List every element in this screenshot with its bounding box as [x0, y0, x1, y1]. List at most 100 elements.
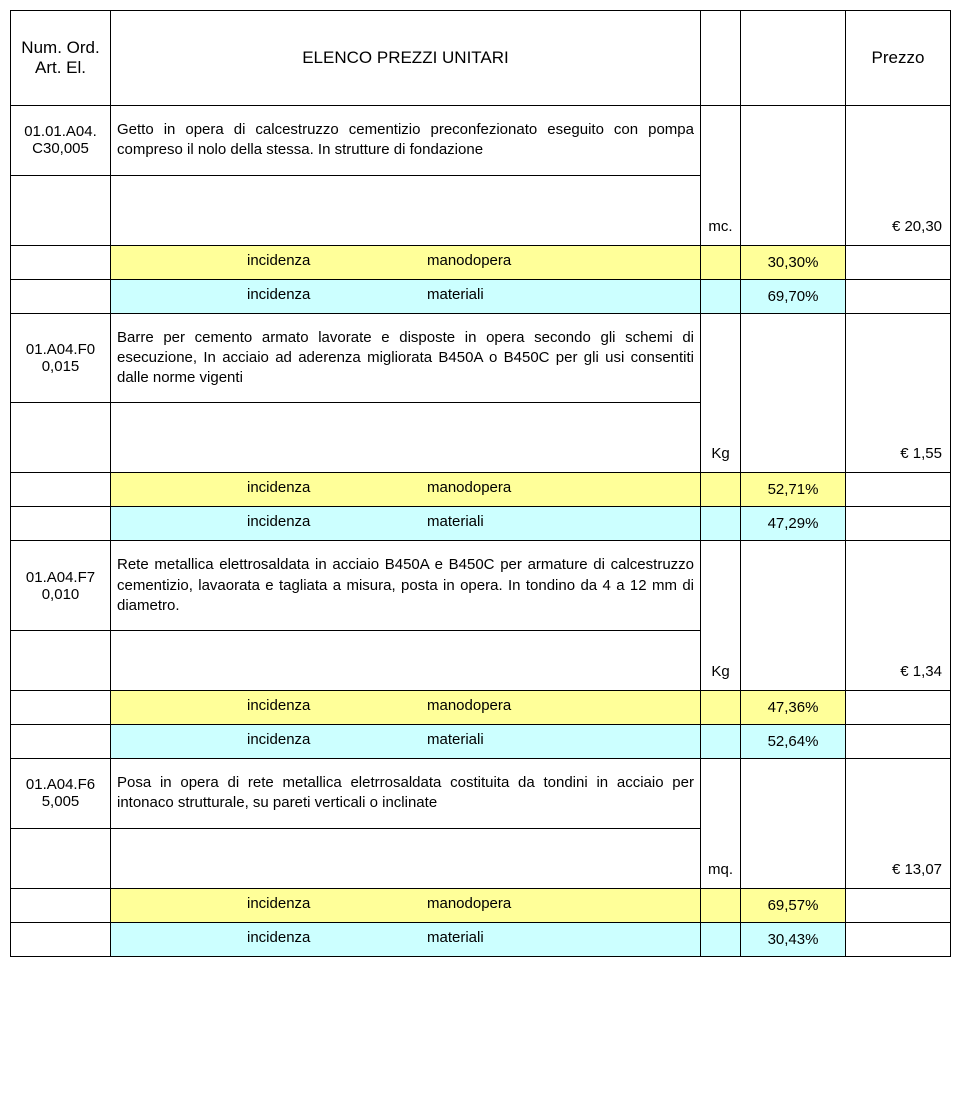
- spacer: [11, 828, 111, 888]
- inc-type: manodopera: [427, 895, 694, 916]
- inc-pct: 52,71%: [741, 473, 846, 507]
- inc-desc: incidenza manodopera: [111, 691, 701, 725]
- incidenza-manodopera-row: incidenza manodopera 69,57%: [11, 888, 951, 922]
- inc-price-blank: [846, 725, 951, 759]
- inc-type: materiali: [427, 286, 694, 307]
- item-unit: mc.: [701, 106, 741, 246]
- inc-unit-blank: [701, 725, 741, 759]
- inc-desc: incidenza materiali: [111, 507, 701, 541]
- item-code: 01.A04.F0 0,015: [11, 313, 111, 403]
- inc-desc: incidenza materiali: [111, 922, 701, 956]
- spacer: [11, 631, 111, 691]
- inc-label: incidenza: [247, 929, 427, 950]
- incidenza-materiali-row: incidenza materiali 52,64%: [11, 725, 951, 759]
- inc-price-blank: [846, 473, 951, 507]
- incidenza-manodopera-row: incidenza manodopera 30,30%: [11, 245, 951, 279]
- item-price: € 13,07: [846, 759, 951, 889]
- inc-price-blank: [846, 691, 951, 725]
- incidenza-materiali-row: incidenza materiali 47,29%: [11, 507, 951, 541]
- item-unit: Kg: [701, 541, 741, 691]
- inc-type: manodopera: [427, 252, 694, 273]
- header-code-line2: Art. El.: [35, 58, 86, 77]
- inc-desc: incidenza manodopera: [111, 245, 701, 279]
- inc-desc: incidenza materiali: [111, 725, 701, 759]
- item-description: Barre per cemento armato lavorate e disp…: [111, 313, 701, 403]
- inc-desc: incidenza materiali: [111, 279, 701, 313]
- inc-type: materiali: [427, 513, 694, 534]
- inc-unit-blank: [701, 279, 741, 313]
- inc-pct: 47,29%: [741, 507, 846, 541]
- inc-pct: 47,36%: [741, 691, 846, 725]
- inc-pct: 69,70%: [741, 279, 846, 313]
- incidenza-manodopera-row: incidenza manodopera 47,36%: [11, 691, 951, 725]
- inc-unit-blank: [701, 507, 741, 541]
- inc-price-blank: [846, 279, 951, 313]
- item-code: 01.A04.F7 0,010: [11, 541, 111, 631]
- header-title: ELENCO PREZZI UNITARI: [111, 11, 701, 106]
- item-pct-blank: [741, 313, 846, 473]
- item-code-line1: 01.A04.F6: [26, 776, 95, 793]
- inc-type: manodopera: [427, 479, 694, 500]
- inc-code-blank: [11, 507, 111, 541]
- inc-unit-blank: [701, 922, 741, 956]
- inc-price-blank: [846, 507, 951, 541]
- header-code: Num. Ord. Art. El.: [11, 11, 111, 106]
- item-description: Posa in opera di rete metallica eletrros…: [111, 759, 701, 829]
- spacer: [11, 403, 111, 473]
- inc-desc: incidenza manodopera: [111, 888, 701, 922]
- price-list-table: Num. Ord. Art. El. ELENCO PREZZI UNITARI…: [10, 10, 951, 957]
- header-unit: [701, 11, 741, 106]
- item-row: 01.A04.F0 0,015 Barre per cemento armato…: [11, 313, 951, 403]
- item-unit: Kg: [701, 313, 741, 473]
- header-code-line1: Num. Ord.: [21, 38, 99, 57]
- inc-label: incidenza: [247, 697, 427, 718]
- inc-pct: 30,30%: [741, 245, 846, 279]
- item-price: € 1,55: [846, 313, 951, 473]
- inc-code-blank: [11, 245, 111, 279]
- inc-code-blank: [11, 691, 111, 725]
- inc-code-blank: [11, 922, 111, 956]
- inc-pct: 69,57%: [741, 888, 846, 922]
- inc-type: materiali: [427, 929, 694, 950]
- incidenza-materiali-row: incidenza materiali 30,43%: [11, 922, 951, 956]
- spacer: [111, 403, 701, 473]
- item-price: € 20,30: [846, 106, 951, 246]
- item-code-line1: 01.A04.F0: [26, 341, 95, 358]
- inc-label: incidenza: [247, 731, 427, 752]
- item-code-line2: C30,005: [32, 140, 89, 157]
- header-price: Prezzo: [846, 11, 951, 106]
- inc-unit-blank: [701, 245, 741, 279]
- spacer: [111, 828, 701, 888]
- item-row: 01.01.A04. C30,005 Getto in opera di cal…: [11, 106, 951, 176]
- inc-price-blank: [846, 922, 951, 956]
- inc-pct: 52,64%: [741, 725, 846, 759]
- inc-code-blank: [11, 473, 111, 507]
- item-code-line1: 01.A04.F7: [26, 569, 95, 586]
- inc-code-blank: [11, 279, 111, 313]
- inc-desc: incidenza manodopera: [111, 473, 701, 507]
- item-pct-blank: [741, 759, 846, 889]
- item-code: 01.A04.F6 5,005: [11, 759, 111, 829]
- inc-pct: 30,43%: [741, 922, 846, 956]
- item-row: 01.A04.F7 0,010 Rete metallica elettrosa…: [11, 541, 951, 631]
- header-row: Num. Ord. Art. El. ELENCO PREZZI UNITARI…: [11, 11, 951, 106]
- item-code-line2: 0,010: [42, 586, 80, 603]
- inc-label: incidenza: [247, 895, 427, 916]
- item-description: Getto in opera di calcestruzzo cementizi…: [111, 106, 701, 176]
- inc-price-blank: [846, 888, 951, 922]
- item-description: Rete metallica elettrosaldata in acciaio…: [111, 541, 701, 631]
- item-price: € 1,34: [846, 541, 951, 691]
- inc-code-blank: [11, 725, 111, 759]
- item-code: 01.01.A04. C30,005: [11, 106, 111, 176]
- spacer: [11, 175, 111, 245]
- item-code-line1: 01.01.A04.: [24, 123, 97, 140]
- inc-label: incidenza: [247, 286, 427, 307]
- item-code-line2: 0,015: [42, 358, 80, 375]
- inc-label: incidenza: [247, 513, 427, 534]
- inc-label: incidenza: [247, 252, 427, 273]
- inc-unit-blank: [701, 888, 741, 922]
- item-row: 01.A04.F6 5,005 Posa in opera di rete me…: [11, 759, 951, 829]
- item-pct-blank: [741, 106, 846, 246]
- item-unit: mq.: [701, 759, 741, 889]
- inc-unit-blank: [701, 473, 741, 507]
